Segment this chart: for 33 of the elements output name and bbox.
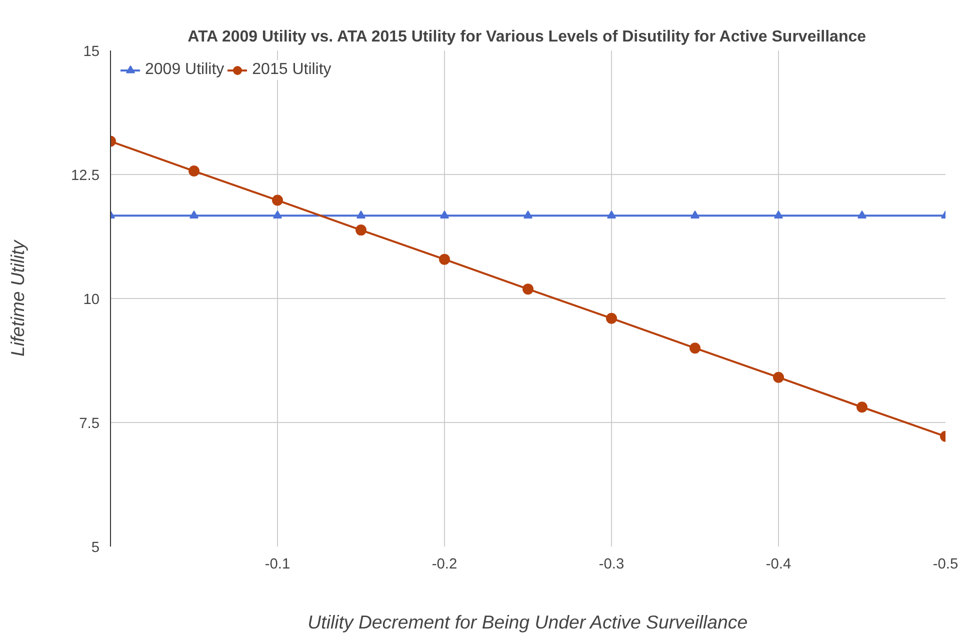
point (522, 284, 534, 295)
y-tick-label: 7.5 (79, 416, 100, 432)
x-tick-label: -0.4 (766, 556, 792, 572)
point (356, 224, 366, 236)
x-axis-title: Utility Decrement for Being Under Active Surveillance (308, 612, 748, 632)
chart-title: ATA 2009 Utility vs. ATA 2015 Utility for Various Levels of Disutility for Active Surveillance (188, 28, 866, 46)
y-tick-label: 10 (83, 292, 100, 308)
legend-label: 2015 Utility (252, 61, 332, 79)
y-axis-title: Lifetime Utility (6, 238, 28, 357)
point (356, 210, 366, 218)
point (439, 254, 450, 265)
point (607, 210, 616, 218)
point (774, 210, 783, 218)
point (440, 210, 449, 218)
y-tick-label: 15 (83, 44, 100, 60)
x-tick-label: -0.2 (432, 556, 458, 572)
point (690, 210, 700, 218)
point (273, 210, 282, 218)
x-tick-label: -0.3 (598, 556, 624, 572)
point (188, 166, 200, 177)
point (524, 210, 532, 218)
x-tick-label: -0.1 (264, 556, 290, 572)
x-tick-label: -0.5 (932, 556, 958, 572)
point (773, 372, 784, 383)
point (606, 312, 617, 324)
point (190, 210, 198, 218)
y-tick-label: 5 (91, 540, 100, 556)
point (858, 210, 866, 218)
point (856, 402, 868, 413)
point (690, 342, 700, 354)
point (272, 194, 283, 206)
legend-label: 2009 Utility (145, 61, 224, 79)
y-tick-label: 12.5 (70, 168, 100, 184)
